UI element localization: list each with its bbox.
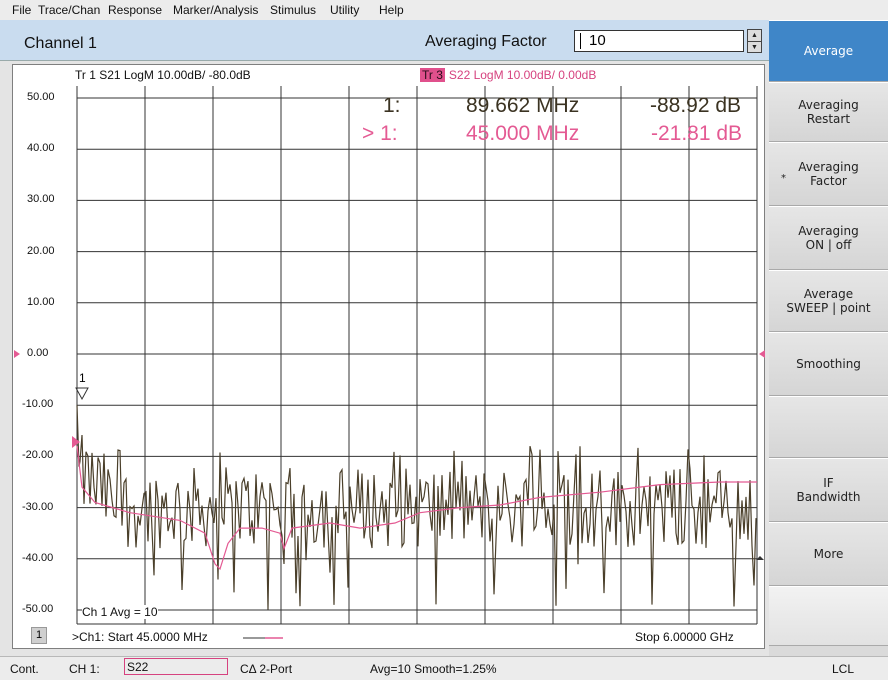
y-tick-label: 0.00 xyxy=(27,347,49,359)
marker2-id: > 1: xyxy=(362,122,398,145)
menu-bar: File Trace/Chan Response Marker/Analysis… xyxy=(0,0,888,21)
y-tick-label: 50.00 xyxy=(27,91,55,103)
marker-flag: 1 xyxy=(79,371,86,385)
softkey-label: IF Bandwidth xyxy=(796,476,861,504)
trace1-label: Tr 1 S21 LogM 10.00dB/ -80.0dB xyxy=(75,68,251,82)
averaging-factor-input[interactable]: 10 xyxy=(574,30,744,52)
softkey-label: Averaging Restart xyxy=(798,98,859,126)
menu-file[interactable]: File xyxy=(12,3,32,17)
softkey-label: Averaging Factor xyxy=(798,160,859,188)
channel-number[interactable]: 1 xyxy=(31,627,47,644)
softkey-label: Average SWEEP | point xyxy=(786,287,871,315)
averaging-factor-spinner[interactable]: ▲ ▼ xyxy=(747,29,762,53)
menu-response[interactable]: Response xyxy=(108,3,163,17)
marker2-value: -21.81 dB xyxy=(651,122,743,145)
softkey-average-sweep-point[interactable]: Average SWEEP | point xyxy=(769,270,888,332)
channel-title: Channel 1 xyxy=(24,35,97,52)
spin-down-icon[interactable]: ▼ xyxy=(751,44,758,51)
softkey-panel: Average Averaging Restart * Averaging Fac… xyxy=(769,20,888,656)
status-avg: Avg=10 Smooth=1.25% xyxy=(370,662,497,676)
softkey-average[interactable]: Average xyxy=(769,20,888,82)
marker1-value: -88.92 dB xyxy=(650,94,742,117)
marker-pink-icon xyxy=(72,436,80,448)
menu-help[interactable]: Help xyxy=(379,3,404,17)
softkey-more[interactable]: More xyxy=(769,522,888,586)
softkey-smoothing[interactable]: Smoothing xyxy=(769,332,888,396)
averaging-factor-label: Averaging Factor xyxy=(425,33,547,50)
stop-freq: Stop 6.00000 GHz xyxy=(635,630,734,644)
softkey-label: More xyxy=(813,547,844,561)
status-mode: Cont. xyxy=(10,662,39,676)
status-lcl: LCL xyxy=(832,662,855,676)
softkey-blank-2[interactable] xyxy=(769,586,888,646)
trace3-badge: Tr 3 xyxy=(420,68,445,82)
menu-stimulus[interactable]: Stimulus xyxy=(270,3,317,17)
softkey-averaging-on-off[interactable]: Averaging ON | off xyxy=(769,206,888,270)
ref-left-icon xyxy=(14,350,20,358)
y-tick-label: -30.00 xyxy=(22,500,54,513)
softkey-if-bandwidth[interactable]: IF Bandwidth xyxy=(769,458,888,522)
ref-right-icon xyxy=(759,350,765,358)
menu-utility[interactable]: Utility xyxy=(330,3,360,17)
marker1-id: 1: xyxy=(383,94,401,117)
marker-triangle-icon xyxy=(75,387,89,401)
channel-avg: Ch 1 Avg = 10 xyxy=(82,605,158,619)
y-tick-label: 20.00 xyxy=(27,244,55,257)
status-param[interactable]: S22 xyxy=(124,658,228,675)
y-tick-label: 30.00 xyxy=(27,193,55,206)
softkey-average-label: Average xyxy=(803,44,854,58)
y-tick-label: -10.00 xyxy=(22,398,54,411)
softkey-label: Averaging ON | off xyxy=(798,224,859,252)
y-tick-label: -40.00 xyxy=(22,551,54,564)
scroll-arrow-icon xyxy=(756,556,764,560)
softkey-star: * xyxy=(781,173,786,184)
trace3-text: S22 LogM 10.00dB/ 0.00dB xyxy=(448,68,597,82)
status-cal: CΔ 2-Port xyxy=(240,662,293,676)
softkey-averaging-restart[interactable]: Averaging Restart xyxy=(769,82,888,142)
menu-marker-analysis[interactable]: Marker/Analysis xyxy=(173,3,259,17)
softkey-label: Smoothing xyxy=(796,357,861,371)
plot-area xyxy=(12,64,765,649)
y-tick-label: -20.00 xyxy=(22,449,54,462)
spin-up-icon[interactable]: ▲ xyxy=(748,30,761,42)
trace3-label: Tr 3 S22 LogM 10.00dB/ 0.00dB xyxy=(420,68,596,82)
status-channel: CH 1: xyxy=(69,662,100,676)
channel-header: Channel 1 Averaging Factor 10 ▲ ▼ xyxy=(0,20,769,61)
y-tick-label: -50.00 xyxy=(22,603,54,615)
marker1-freq: 89.662 MHz xyxy=(466,94,580,117)
status-bar: Cont. CH 1: CΔ 2-Port Avg=10 Smooth=1.25… xyxy=(0,656,888,680)
softkey-blank-1[interactable] xyxy=(769,396,888,458)
y-tick-label: 10.00 xyxy=(27,295,55,308)
marker2-freq: 45.000 MHz xyxy=(466,122,580,145)
y-tick-label: 40.00 xyxy=(27,142,55,155)
menu-trace-chan[interactable]: Trace/Chan xyxy=(38,3,101,17)
start-freq: >Ch1: Start 45.0000 MHz xyxy=(72,630,208,644)
softkey-averaging-factor[interactable]: * Averaging Factor xyxy=(769,142,888,206)
